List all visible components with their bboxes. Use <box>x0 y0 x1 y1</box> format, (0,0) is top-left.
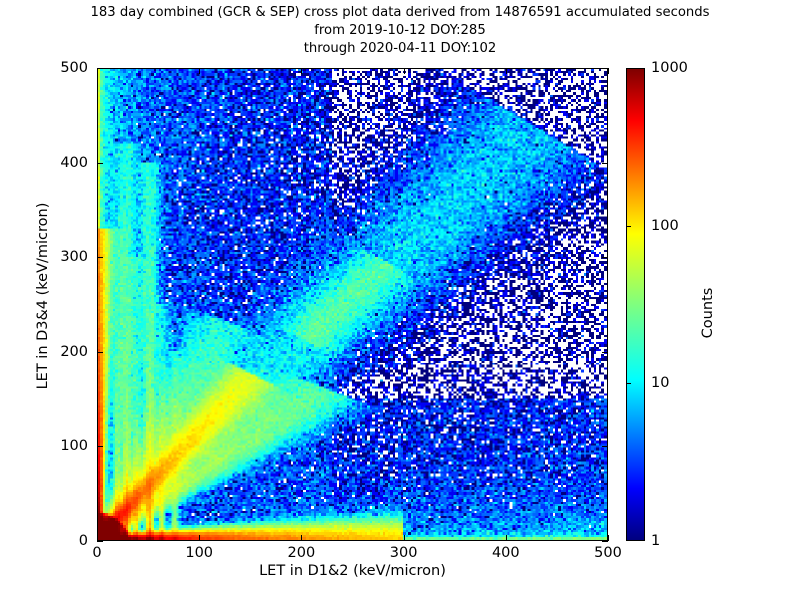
y-tick-label: 300 <box>60 249 88 266</box>
density-heatmap <box>98 69 607 540</box>
x-tick-label: 400 <box>491 545 520 561</box>
colorbar-gradient <box>626 68 645 541</box>
y-tick <box>602 257 608 259</box>
y-tick <box>97 162 103 164</box>
x-tick <box>97 535 98 541</box>
y-tick <box>602 351 608 353</box>
chart-title-line-1: 183 day combined (GCR & SEP) cross plot … <box>90 5 710 20</box>
y-tick-label: 0 <box>78 533 88 549</box>
x-tick <box>97 68 98 74</box>
chart-title-line-2: from 2019-10-12 DOY:285 <box>314 23 486 38</box>
y-tick-label: 400 <box>60 154 88 171</box>
x-tick <box>199 535 201 541</box>
x-tick <box>301 68 303 74</box>
colorbar <box>626 68 645 541</box>
x-axis-label: LET in D1&2 (keV/micron) <box>259 563 446 579</box>
x-tick <box>199 68 201 74</box>
y-tick <box>97 351 103 353</box>
colorbar-tick-label: 1000 <box>651 60 688 76</box>
y-tick <box>602 68 608 69</box>
colorbar-tick <box>626 383 631 385</box>
y-tick <box>602 541 608 542</box>
colorbar-tick-label: 1 <box>651 533 661 549</box>
x-tick <box>608 68 609 74</box>
y-tick-label: 100 <box>60 438 88 455</box>
x-tick <box>505 535 507 541</box>
y-tick <box>97 541 103 542</box>
y-tick-label: 200 <box>60 343 88 360</box>
x-tick-label: 200 <box>287 545 316 561</box>
y-tick <box>97 446 103 448</box>
plot-area <box>97 68 608 541</box>
x-tick <box>403 535 405 541</box>
x-tick-label: 500 <box>594 545 622 561</box>
x-tick-label: 300 <box>389 545 418 561</box>
chart-title: 183 day combined (GCR & SEP) cross plot … <box>0 4 800 58</box>
x-tick-label: 100 <box>185 545 214 561</box>
y-tick <box>97 68 103 69</box>
y-axis-label: LET in D3&4 (keV/micron) <box>35 202 51 390</box>
y-tick <box>602 162 608 164</box>
colorbar-tick-label: 10 <box>651 375 670 392</box>
x-tick <box>505 68 507 74</box>
chart-title-line-3: through 2020-04-11 DOY:102 <box>303 41 497 56</box>
x-tick <box>403 68 405 74</box>
x-tick <box>301 535 303 541</box>
colorbar-tick <box>626 225 631 227</box>
y-tick-label: 500 <box>60 60 88 76</box>
y-tick <box>602 446 608 448</box>
y-tick <box>97 257 103 259</box>
colorbar-tick-label: 100 <box>651 217 679 234</box>
x-tick-label: 0 <box>92 545 102 561</box>
colorbar-label: Counts <box>700 287 716 339</box>
x-tick <box>608 535 609 541</box>
